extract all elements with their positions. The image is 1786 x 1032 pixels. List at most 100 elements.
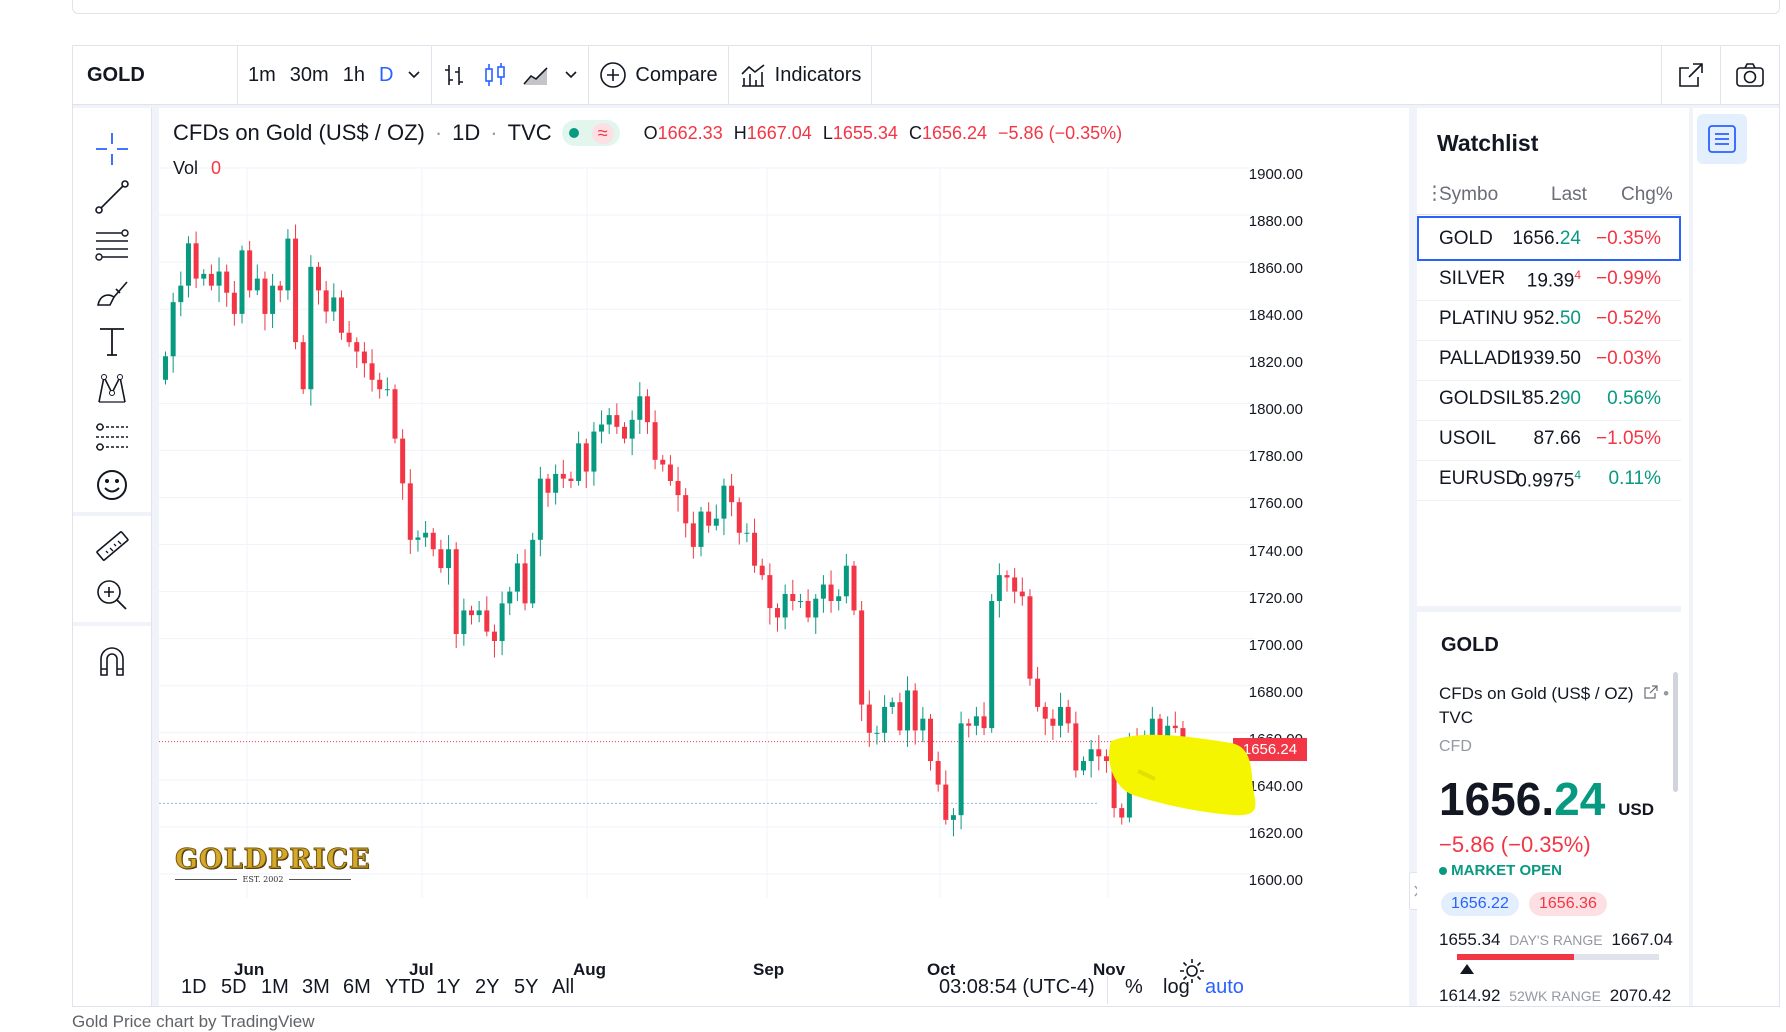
candle[interactable] — [446, 535, 452, 585]
area-chart-icon[interactable] — [522, 63, 550, 87]
candle[interactable] — [193, 231, 199, 289]
candle[interactable] — [1172, 711, 1178, 733]
candle[interactable] — [461, 598, 467, 646]
candle[interactable] — [897, 692, 903, 736]
col-last[interactable]: Last — [1551, 184, 1587, 205]
candle[interactable] — [614, 403, 620, 434]
candle[interactable] — [1096, 735, 1102, 771]
candle[interactable] — [591, 422, 597, 486]
candle[interactable] — [469, 605, 474, 625]
candle[interactable] — [247, 240, 253, 298]
candle[interactable] — [843, 553, 849, 604]
detail-source[interactable]: TVC — [1439, 708, 1473, 727]
crosshair-icon[interactable] — [93, 130, 131, 168]
candle[interactable] — [331, 283, 337, 321]
candle[interactable] — [928, 713, 933, 771]
trend-line-icon[interactable] — [93, 178, 131, 216]
ruler-icon[interactable] — [93, 528, 131, 566]
candle[interactable] — [729, 473, 735, 517]
candle[interactable] — [1058, 692, 1064, 738]
watchlist-icon[interactable] — [1697, 114, 1747, 164]
candle[interactable] — [224, 264, 230, 307]
emoji-icon[interactable] — [93, 466, 131, 504]
watchlist-row[interactable]: PLATINU 952.50 −0.52% — [1417, 296, 1681, 341]
watchlist-row[interactable]: PALLADII 1939.50 −0.03% — [1417, 336, 1681, 381]
candle[interactable] — [491, 624, 497, 658]
candles-icon[interactable] — [482, 62, 508, 88]
candle[interactable] — [499, 591, 505, 656]
candle[interactable] — [407, 469, 413, 554]
candle[interactable] — [231, 280, 237, 326]
candle[interactable] — [629, 410, 635, 456]
candle[interactable] — [201, 269, 207, 286]
candle[interactable] — [752, 518, 758, 573]
magnet-icon[interactable] — [93, 642, 131, 680]
candle[interactable] — [484, 596, 490, 637]
log-toggle[interactable]: log — [1163, 976, 1190, 998]
candle[interactable] — [270, 273, 276, 329]
clock[interactable]: 03:08:54 (UTC-4) — [939, 976, 1095, 998]
range-1m[interactable]: 1M — [261, 976, 289, 998]
candle[interactable] — [208, 264, 214, 291]
range-1d[interactable]: 1D — [181, 976, 207, 998]
market-status-badge[interactable]: ≈ — [561, 120, 620, 146]
candle[interactable] — [369, 349, 375, 392]
pattern-icon[interactable] — [93, 370, 131, 408]
range-3m[interactable]: 3M — [302, 976, 330, 998]
candle[interactable] — [759, 558, 765, 580]
percent-toggle[interactable]: % — [1125, 976, 1143, 998]
candle[interactable] — [713, 504, 719, 531]
candle[interactable] — [866, 690, 872, 747]
candle[interactable] — [392, 384, 398, 444]
candle[interactable] — [1081, 756, 1086, 776]
candle[interactable] — [690, 511, 696, 559]
col-chg[interactable]: Chg% — [1621, 184, 1673, 205]
candle[interactable] — [338, 290, 344, 340]
prediction-icon[interactable] — [93, 418, 131, 456]
interval-30m[interactable]: 30m — [289, 63, 329, 86]
candle[interactable] — [828, 570, 834, 613]
attribution-caption[interactable]: Gold Price chart by TradingView — [72, 1012, 315, 1031]
interval-1m[interactable]: 1m — [248, 63, 276, 86]
candle[interactable] — [285, 229, 291, 300]
candle[interactable] — [384, 377, 390, 397]
candle[interactable] — [1065, 699, 1071, 733]
candle[interactable] — [797, 593, 803, 609]
candle[interactable] — [1019, 577, 1025, 606]
range-6m[interactable]: 6M — [343, 976, 371, 998]
candle[interactable] — [1027, 589, 1033, 686]
candle[interactable] — [775, 603, 780, 632]
watchlist-row[interactable]: SILVER 19.394 −0.99% — [1417, 256, 1681, 301]
price-axis[interactable]: 1900.00 1880.00 1860.00 1840.00 1820.00 1800.… — [1169, 108, 1319, 898]
chevron-down-icon[interactable] — [564, 70, 578, 80]
candle[interactable] — [415, 530, 421, 552]
candle[interactable] — [805, 589, 811, 623]
open-external-icon[interactable] — [1644, 685, 1658, 699]
candle[interactable] — [782, 584, 788, 630]
candle[interactable] — [1012, 568, 1018, 604]
candle[interactable] — [583, 438, 589, 489]
candle[interactable] — [308, 255, 314, 406]
interval-1h[interactable]: 1h — [342, 63, 365, 86]
candle[interactable] — [185, 236, 191, 298]
candle[interactable] — [851, 561, 857, 616]
candle[interactable] — [216, 257, 222, 303]
candle[interactable] — [1050, 709, 1056, 740]
brush-icon[interactable] — [93, 274, 131, 312]
candle[interactable] — [667, 455, 673, 486]
candle[interactable] — [262, 271, 268, 331]
gear-icon[interactable] — [1179, 958, 1205, 984]
candle[interactable] — [354, 337, 360, 369]
candle[interactable] — [576, 431, 582, 486]
col-symbol[interactable]: Symbo — [1439, 184, 1499, 205]
open-external-icon[interactable] — [1661, 46, 1720, 104]
candle[interactable] — [423, 521, 429, 547]
watchlist-row[interactable]: USOIL 87.66 −1.05% — [1417, 416, 1681, 461]
candle[interactable] — [920, 706, 926, 743]
candle[interactable] — [316, 262, 321, 305]
candle[interactable] — [889, 697, 895, 714]
candle[interactable] — [836, 589, 842, 611]
candle[interactable] — [660, 455, 666, 472]
candle[interactable] — [453, 542, 459, 649]
candle[interactable] — [820, 575, 826, 613]
